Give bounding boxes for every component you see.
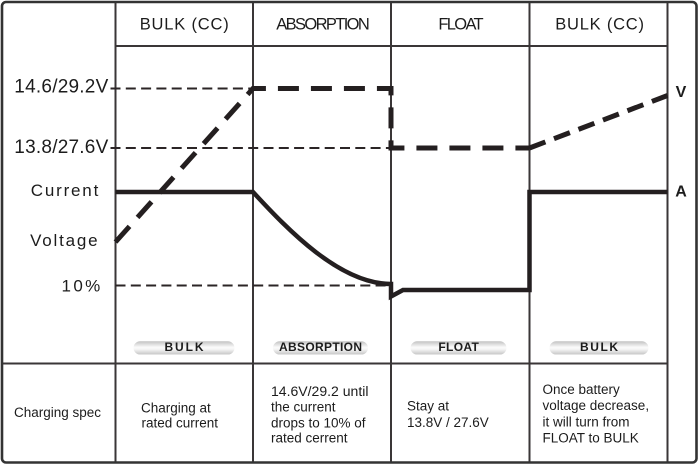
svg-text:Charging at: Charging at: [141, 400, 211, 415]
svg-text:Stay at: Stay at: [407, 398, 449, 413]
svg-text:14.6/29.2V: 14.6/29.2V: [14, 77, 108, 98]
svg-text:A: A: [675, 184, 687, 201]
svg-text:FLOAT to BULK: FLOAT to BULK: [543, 430, 639, 445]
svg-text:ABSORPTION: ABSORPTION: [276, 16, 370, 34]
svg-text:rated current: rated current: [142, 416, 219, 431]
svg-text:Once battery: Once battery: [543, 382, 621, 397]
svg-text:FLOAT: FLOAT: [438, 16, 483, 34]
svg-text:voltage decrease,: voltage decrease,: [543, 398, 650, 413]
svg-text:the current: the current: [271, 400, 336, 415]
svg-text:FLOAT: FLOAT: [438, 340, 479, 354]
svg-text:13.8V / 27.6V: 13.8V / 27.6V: [407, 415, 489, 430]
svg-text:13.8/27.6V: 13.8/27.6V: [14, 137, 108, 158]
svg-text:10%: 10%: [62, 277, 101, 296]
svg-text:V: V: [676, 84, 687, 101]
svg-text:Current: Current: [31, 181, 99, 200]
svg-text:drops to 10% of: drops to 10% of: [271, 415, 366, 430]
svg-text:it will turn from: it will turn from: [543, 415, 630, 430]
svg-text:rated cerrent: rated cerrent: [271, 431, 348, 446]
svg-text:14.6V/29.2 until: 14.6V/29.2 until: [271, 384, 369, 399]
svg-text:ABSORPTION: ABSORPTION: [279, 340, 362, 354]
svg-text:BULK (CC): BULK (CC): [140, 16, 229, 34]
svg-text:BULK (CC): BULK (CC): [555, 16, 644, 34]
svg-text:Charging spec: Charging spec: [14, 405, 101, 420]
